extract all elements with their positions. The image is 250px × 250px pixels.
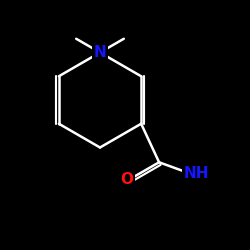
- Text: O: O: [121, 172, 134, 187]
- Text: NH: NH: [183, 166, 209, 181]
- Text: N: N: [94, 45, 106, 60]
